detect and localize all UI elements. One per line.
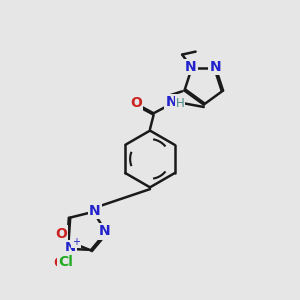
Text: Cl: Cl xyxy=(58,255,73,269)
Text: O: O xyxy=(130,95,142,110)
Text: −: − xyxy=(60,261,71,274)
Text: +: + xyxy=(72,237,80,247)
Text: N: N xyxy=(185,60,197,74)
Text: N: N xyxy=(99,224,110,239)
Text: O: O xyxy=(54,256,66,271)
Text: N: N xyxy=(165,95,177,109)
Text: N: N xyxy=(209,60,221,74)
Text: O: O xyxy=(55,226,67,241)
Text: N: N xyxy=(65,242,76,254)
Text: N: N xyxy=(89,204,101,218)
Text: H: H xyxy=(176,97,184,110)
